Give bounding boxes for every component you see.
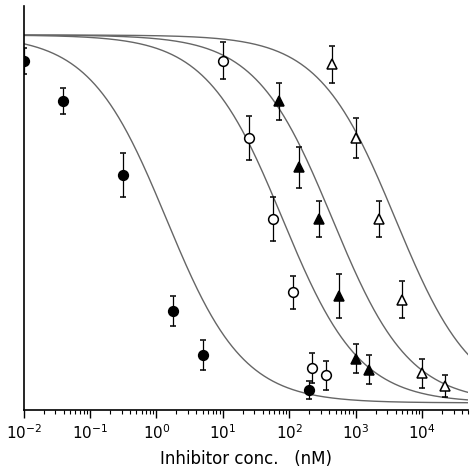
X-axis label: Inhibitor conc.   (nM): Inhibitor conc. (nM) [160,450,332,468]
